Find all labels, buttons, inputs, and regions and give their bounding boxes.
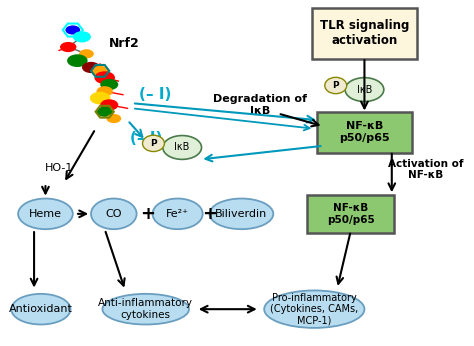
Text: Biliverdin: Biliverdin	[215, 209, 267, 219]
Text: IκB: IκB	[357, 84, 372, 94]
Ellipse shape	[143, 135, 164, 152]
Text: P: P	[332, 81, 339, 90]
Ellipse shape	[11, 294, 71, 325]
Text: CO: CO	[106, 209, 122, 219]
Ellipse shape	[92, 66, 109, 76]
Text: Antioxidant: Antioxidant	[9, 304, 73, 314]
Text: P: P	[150, 139, 157, 148]
Ellipse shape	[60, 42, 76, 52]
Ellipse shape	[345, 78, 384, 101]
Ellipse shape	[67, 54, 88, 67]
Text: TLR signaling
activation: TLR signaling activation	[320, 19, 409, 47]
Ellipse shape	[100, 99, 118, 110]
Ellipse shape	[73, 31, 91, 43]
FancyBboxPatch shape	[317, 112, 412, 153]
Text: Nrf2: Nrf2	[109, 37, 140, 50]
Ellipse shape	[79, 49, 94, 58]
Text: IκB: IκB	[174, 143, 190, 153]
Ellipse shape	[90, 92, 110, 104]
Ellipse shape	[94, 71, 115, 84]
Text: HO-1: HO-1	[45, 163, 73, 173]
Ellipse shape	[65, 25, 80, 35]
Text: Activation of
NF-κB: Activation of NF-κB	[388, 159, 464, 180]
Ellipse shape	[82, 62, 100, 73]
Text: Pro-inflammatory
(Cytokines, CAMs,
MCP-1): Pro-inflammatory (Cytokines, CAMs, MCP-1…	[270, 293, 358, 326]
Text: (– I): (– I)	[129, 131, 162, 146]
Text: Anti-inflammatory
cytokines: Anti-inflammatory cytokines	[98, 298, 193, 320]
Text: (– I): (– I)	[138, 87, 171, 102]
Text: Degradation of
IκB: Degradation of IκB	[213, 94, 307, 116]
Ellipse shape	[102, 294, 189, 325]
Text: Heme: Heme	[29, 209, 62, 219]
Ellipse shape	[107, 114, 121, 123]
Ellipse shape	[100, 79, 118, 90]
Text: NF-κB
p50/p65: NF-κB p50/p65	[327, 203, 374, 225]
Ellipse shape	[97, 107, 113, 117]
Ellipse shape	[325, 78, 346, 94]
Text: NF-κB
p50/p65: NF-κB p50/p65	[339, 121, 390, 143]
Ellipse shape	[97, 86, 113, 97]
Ellipse shape	[264, 290, 365, 328]
Text: +: +	[202, 205, 217, 223]
Ellipse shape	[18, 199, 73, 229]
FancyBboxPatch shape	[312, 8, 417, 59]
Text: +: +	[140, 205, 155, 223]
Ellipse shape	[163, 136, 201, 160]
FancyBboxPatch shape	[308, 195, 394, 233]
Ellipse shape	[153, 199, 203, 229]
Ellipse shape	[91, 199, 137, 229]
Ellipse shape	[210, 199, 273, 229]
Text: Fe²⁺: Fe²⁺	[166, 209, 189, 219]
